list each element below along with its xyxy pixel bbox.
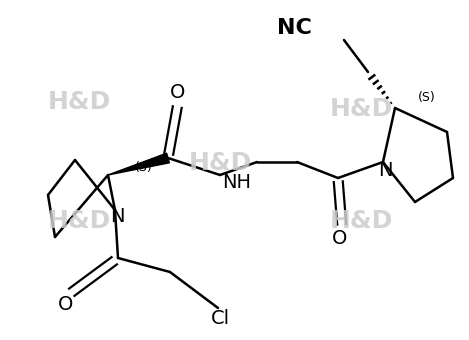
Text: O: O [333,228,348,248]
Text: NH: NH [222,173,251,192]
Text: (S): (S) [135,162,153,174]
Text: H&D: H&D [330,209,393,233]
Polygon shape [108,153,169,175]
Text: Cl: Cl [211,308,229,327]
Text: H&D: H&D [48,209,111,233]
Text: H&D: H&D [330,97,393,121]
Text: H&D: H&D [48,90,111,114]
Text: NC: NC [277,18,312,38]
Text: H&D: H&D [189,151,252,175]
Text: (S): (S) [418,91,436,104]
Text: N: N [378,160,392,180]
Text: N: N [110,206,124,225]
Text: O: O [58,295,74,314]
Text: O: O [170,84,186,102]
